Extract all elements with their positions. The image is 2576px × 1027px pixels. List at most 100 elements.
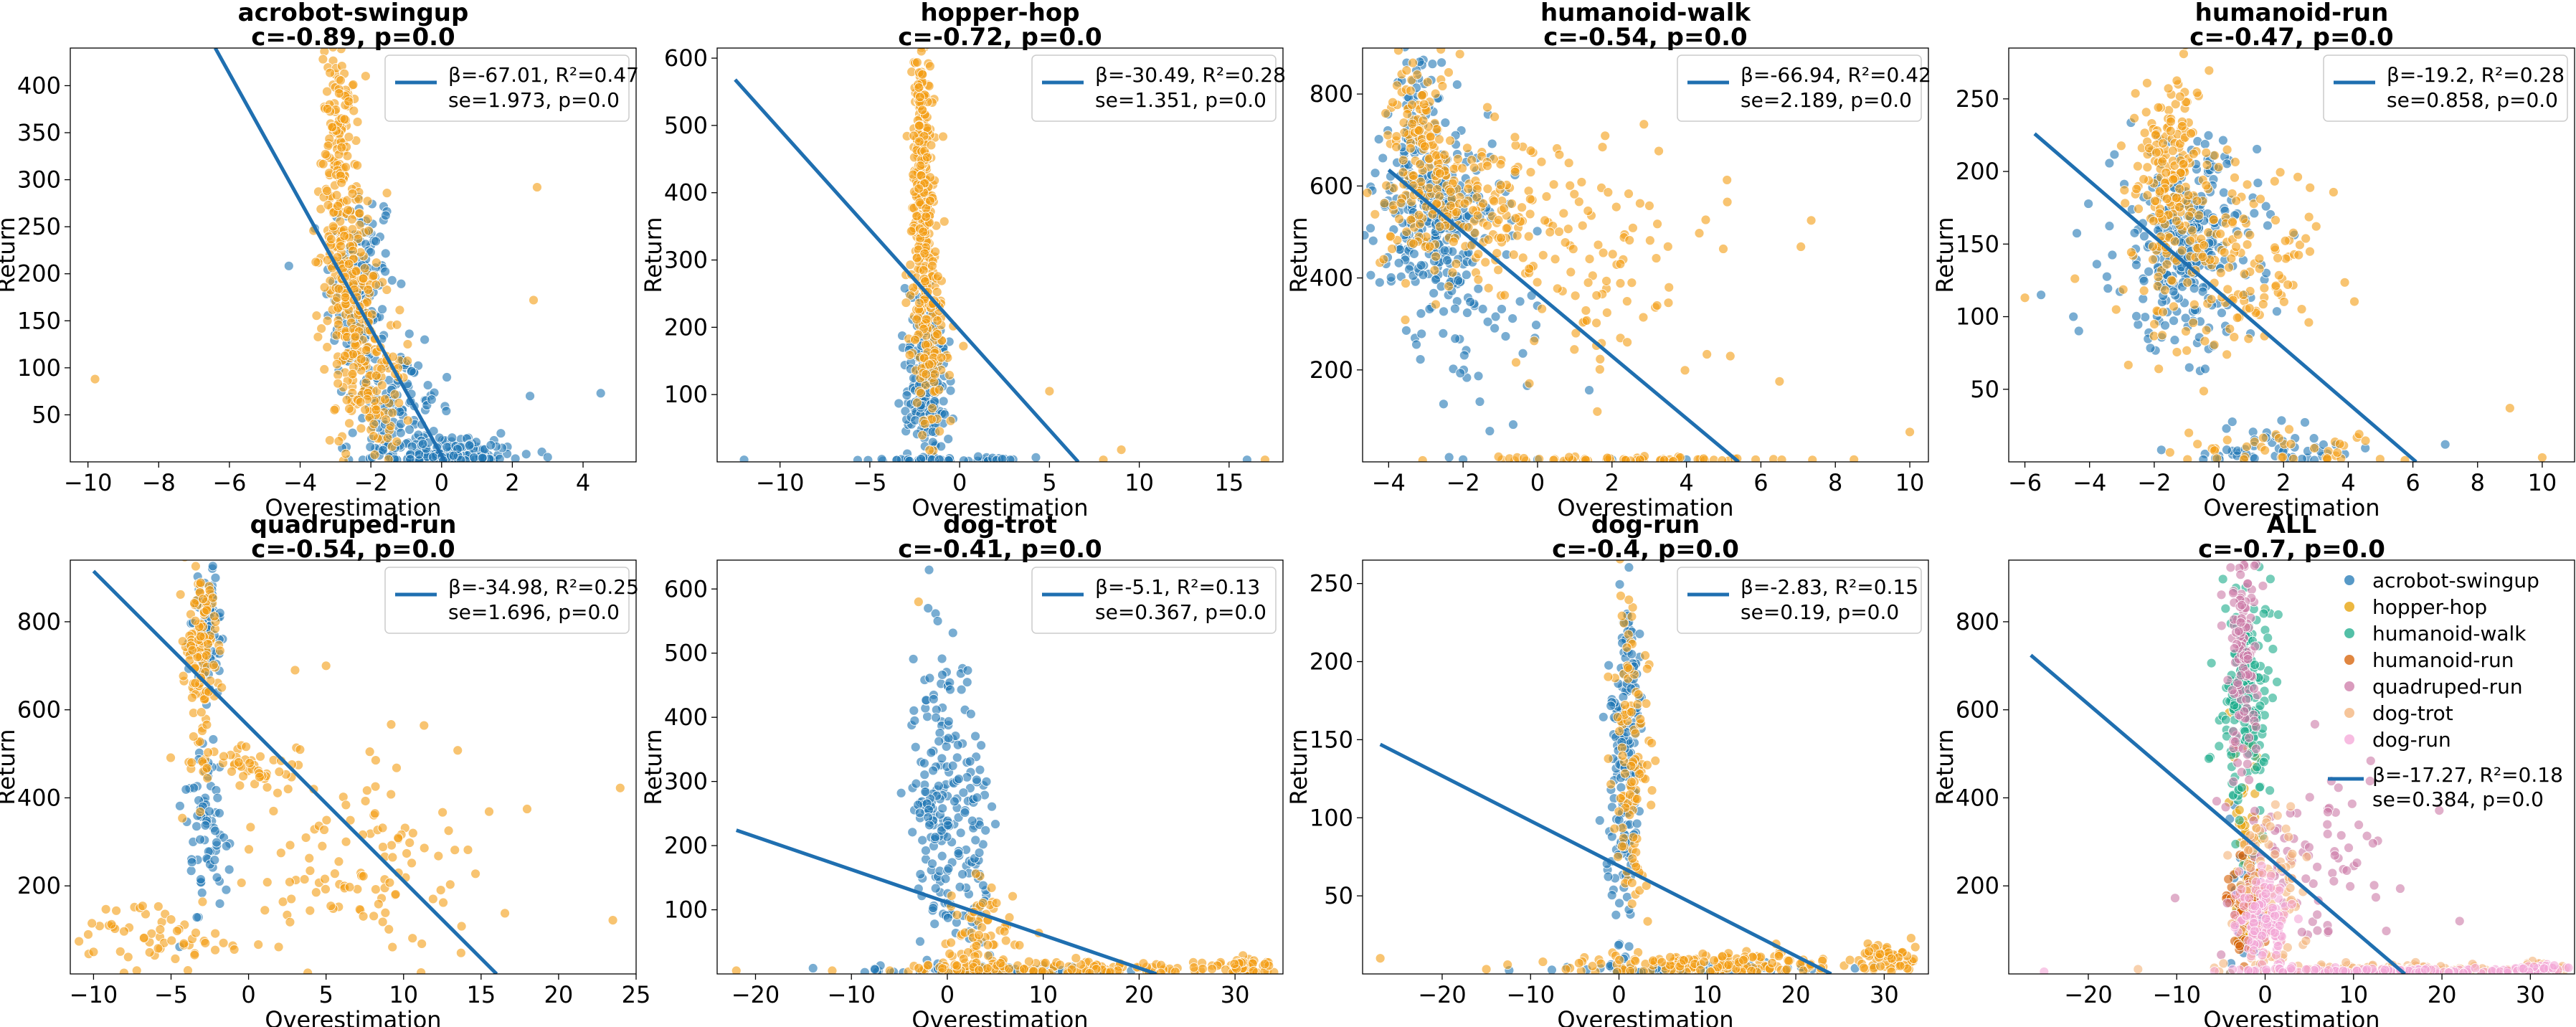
data-point	[323, 200, 333, 210]
data-point	[343, 204, 354, 215]
legend-stats-line2: se=1.351, p=0.0	[1095, 88, 1266, 112]
data-point	[195, 631, 206, 642]
data-point	[2273, 252, 2283, 263]
data-point	[210, 825, 220, 836]
data-point	[1417, 455, 1428, 462]
data-point	[2072, 228, 2082, 239]
data-point	[1594, 815, 1605, 825]
data-point	[341, 162, 351, 172]
data-point	[336, 75, 346, 85]
data-point	[212, 837, 222, 848]
legend-stats-line2: se=2.189, p=0.0	[1741, 88, 1912, 112]
data-point	[358, 273, 369, 284]
data-point	[1365, 270, 1376, 280]
data-point	[378, 445, 388, 455]
data-point	[2238, 290, 2249, 300]
data-point	[2157, 330, 2167, 341]
data-point	[1607, 249, 1618, 260]
data-point	[195, 577, 206, 588]
data-point	[1614, 940, 1624, 950]
y-axis-label: Return	[1931, 217, 1959, 293]
data-point	[196, 874, 206, 884]
data-point	[1400, 315, 1411, 325]
data-point	[83, 929, 93, 940]
data-point	[2139, 285, 2149, 296]
data-point	[915, 161, 926, 171]
data-point	[389, 389, 400, 399]
panel-subtitle: c=-0.54, p=0.0	[251, 535, 455, 564]
data-point	[378, 842, 388, 852]
data-point	[916, 48, 927, 57]
data-point	[2245, 229, 2255, 240]
legend-stats-line1: β=-19.2, R²=0.28	[2387, 63, 2565, 87]
data-point	[392, 762, 402, 773]
data-point	[1393, 14, 1402, 24]
data-point	[283, 260, 294, 271]
data-point	[970, 869, 981, 879]
data-point	[364, 747, 375, 757]
data-point	[1603, 871, 1614, 882]
data-point	[402, 848, 412, 858]
data-point	[445, 879, 455, 890]
data-point	[1615, 278, 1626, 288]
data-point	[427, 452, 438, 462]
legend-stats-line1: β=-66.94, R²=0.42	[1741, 63, 1931, 87]
data-point	[190, 615, 201, 626]
scatter-points	[2019, 48, 2547, 462]
axes-frame	[2008, 47, 2575, 463]
y-tick-label: 100	[17, 354, 61, 382]
data-point	[1534, 454, 1545, 462]
data-point	[255, 751, 265, 762]
data-point	[1170, 967, 1180, 974]
data-point	[1453, 275, 1464, 286]
data-point	[2148, 254, 2158, 265]
data-point	[1482, 102, 1492, 113]
data-point	[37, 930, 47, 940]
data-point	[2303, 317, 2314, 328]
data-point	[455, 947, 466, 958]
data-point	[2182, 345, 2192, 356]
scatter-points	[90, 48, 606, 462]
data-point	[2123, 360, 2134, 370]
data-point	[2328, 187, 2339, 197]
data-point	[1408, 171, 1419, 181]
data-point	[1437, 81, 1448, 91]
legend-stats-line1: β=-30.49, R²=0.28	[1095, 63, 1286, 87]
data-point	[1394, 214, 1404, 224]
data-point	[195, 807, 206, 817]
data-point	[407, 933, 418, 944]
data-point	[929, 919, 940, 929]
data-point	[2144, 266, 2154, 277]
data-point	[932, 287, 942, 298]
data-point	[1429, 265, 1440, 275]
data-point	[2217, 308, 2227, 318]
data-point	[1616, 782, 1626, 792]
data-point	[456, 921, 467, 932]
data-point	[2227, 217, 2238, 227]
data-point	[414, 449, 425, 460]
data-point	[997, 454, 1008, 462]
data-point	[2305, 246, 2315, 257]
data-point	[1411, 339, 1421, 350]
data-point	[970, 731, 980, 742]
data-point	[1462, 308, 1472, 318]
data-point	[911, 314, 922, 325]
data-point	[2305, 182, 2316, 193]
data-point	[379, 394, 390, 404]
x-tick-label: 15	[466, 981, 496, 1008]
data-point	[316, 323, 327, 334]
data-point	[910, 742, 921, 752]
data-point	[2164, 447, 2175, 458]
data-point	[595, 388, 606, 399]
data-point	[2142, 77, 2152, 88]
data-point	[1424, 241, 1435, 252]
y-tick-label: 300	[664, 768, 708, 795]
data-point	[2198, 454, 2209, 462]
data-point	[1198, 964, 1208, 974]
panel-subtitle: c=-0.89, p=0.0	[251, 23, 455, 52]
data-point	[1594, 364, 1605, 374]
data-point	[1402, 109, 1413, 120]
data-point	[1722, 175, 1733, 185]
data-point	[305, 866, 316, 876]
data-point	[1598, 711, 1609, 722]
